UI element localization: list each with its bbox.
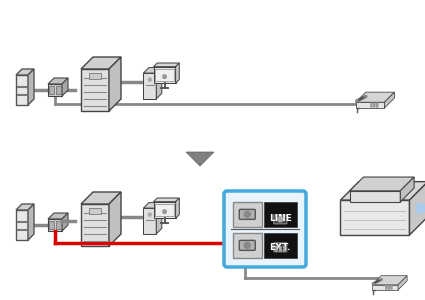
Polygon shape <box>350 177 414 191</box>
Circle shape <box>374 106 375 107</box>
Polygon shape <box>62 78 68 96</box>
Polygon shape <box>81 69 109 111</box>
Circle shape <box>244 242 250 248</box>
Circle shape <box>377 106 378 107</box>
Polygon shape <box>81 57 121 69</box>
Circle shape <box>371 106 372 107</box>
Polygon shape <box>156 202 162 234</box>
Polygon shape <box>48 213 68 219</box>
FancyBboxPatch shape <box>49 221 54 229</box>
Polygon shape <box>153 67 176 83</box>
Polygon shape <box>16 210 28 240</box>
Polygon shape <box>81 204 109 246</box>
FancyBboxPatch shape <box>264 202 297 227</box>
Circle shape <box>275 250 277 251</box>
Polygon shape <box>153 63 179 67</box>
Polygon shape <box>410 182 425 235</box>
Circle shape <box>356 99 358 102</box>
Polygon shape <box>398 276 407 290</box>
Polygon shape <box>48 78 68 84</box>
Circle shape <box>374 104 375 106</box>
Polygon shape <box>143 68 162 73</box>
Polygon shape <box>48 219 62 231</box>
Polygon shape <box>340 200 410 235</box>
Text: LINE: LINE <box>269 214 292 224</box>
Circle shape <box>377 104 378 106</box>
Circle shape <box>374 103 375 104</box>
FancyBboxPatch shape <box>264 233 297 258</box>
FancyBboxPatch shape <box>56 86 61 94</box>
Circle shape <box>380 278 382 281</box>
Circle shape <box>148 213 152 216</box>
Polygon shape <box>28 69 34 105</box>
Polygon shape <box>350 191 400 202</box>
Polygon shape <box>340 182 425 200</box>
FancyBboxPatch shape <box>156 68 174 81</box>
Polygon shape <box>384 92 394 108</box>
FancyBboxPatch shape <box>89 208 101 214</box>
Polygon shape <box>143 208 156 234</box>
Circle shape <box>372 282 374 285</box>
Circle shape <box>278 217 283 222</box>
Polygon shape <box>109 57 121 111</box>
Circle shape <box>386 288 387 289</box>
FancyBboxPatch shape <box>239 209 255 219</box>
Polygon shape <box>16 69 34 75</box>
FancyBboxPatch shape <box>89 73 101 79</box>
FancyBboxPatch shape <box>224 191 306 267</box>
Polygon shape <box>356 102 384 108</box>
Polygon shape <box>81 192 121 204</box>
FancyBboxPatch shape <box>56 221 61 229</box>
Polygon shape <box>109 192 121 246</box>
Circle shape <box>283 247 285 248</box>
Polygon shape <box>176 198 179 218</box>
Polygon shape <box>143 202 162 208</box>
FancyBboxPatch shape <box>274 243 287 252</box>
Polygon shape <box>356 92 394 102</box>
Circle shape <box>244 212 250 218</box>
Polygon shape <box>16 75 28 105</box>
Text: EXT.: EXT. <box>269 243 291 252</box>
Circle shape <box>416 204 425 213</box>
Circle shape <box>275 247 277 248</box>
Circle shape <box>391 287 392 288</box>
Polygon shape <box>153 202 176 218</box>
Polygon shape <box>28 204 34 240</box>
Polygon shape <box>372 285 398 290</box>
Circle shape <box>163 210 167 214</box>
Polygon shape <box>143 73 156 99</box>
FancyBboxPatch shape <box>274 215 287 224</box>
FancyBboxPatch shape <box>49 86 54 94</box>
Circle shape <box>148 78 152 81</box>
Polygon shape <box>48 84 62 96</box>
Polygon shape <box>62 213 68 231</box>
Polygon shape <box>156 68 162 99</box>
FancyBboxPatch shape <box>156 203 174 216</box>
Polygon shape <box>16 204 34 210</box>
Polygon shape <box>400 177 414 202</box>
Circle shape <box>377 103 378 104</box>
FancyBboxPatch shape <box>233 202 261 227</box>
Circle shape <box>371 103 372 104</box>
Circle shape <box>386 287 387 288</box>
Polygon shape <box>176 63 179 83</box>
Circle shape <box>364 95 367 98</box>
Circle shape <box>283 250 285 251</box>
Circle shape <box>391 288 392 289</box>
Circle shape <box>280 250 281 251</box>
Circle shape <box>371 104 372 106</box>
Circle shape <box>388 288 389 289</box>
Polygon shape <box>153 198 179 202</box>
FancyBboxPatch shape <box>239 240 255 250</box>
Circle shape <box>388 287 389 288</box>
Circle shape <box>280 247 281 248</box>
Polygon shape <box>372 276 407 285</box>
FancyBboxPatch shape <box>233 233 261 258</box>
Polygon shape <box>186 152 214 166</box>
Circle shape <box>163 75 167 79</box>
